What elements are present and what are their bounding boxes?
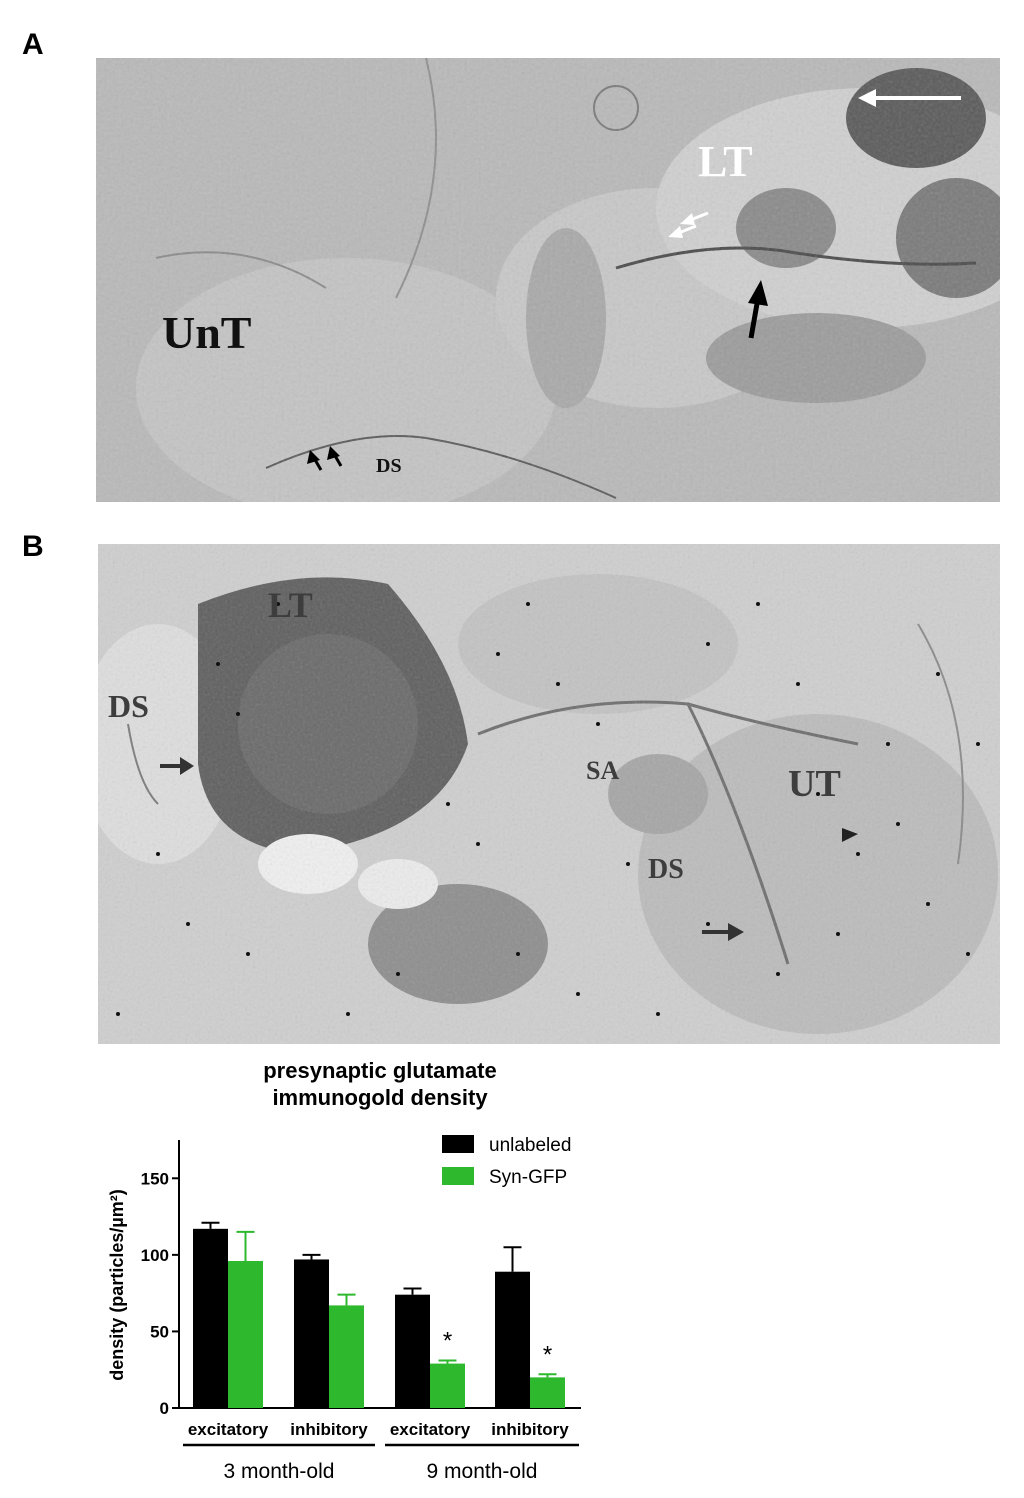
y-tick-label: 100 [141, 1246, 169, 1265]
chart-title: presynaptic glutamate immunogold density [180, 1057, 580, 1111]
bar-syn-gfp [228, 1260, 263, 1408]
panel-b-letter: B [22, 530, 44, 563]
group-label: 3 month-old [224, 1460, 335, 1483]
bar-unlabeled [294, 1259, 329, 1408]
y-tick-label: 150 [141, 1169, 169, 1188]
legend-swatch [442, 1135, 474, 1153]
bar-syn-gfp [329, 1305, 364, 1408]
panel-b-micrograph: LT DS SA UT DS [98, 544, 1000, 1044]
x-category-label: inhibitory [290, 1420, 368, 1439]
y-tick-label: 0 [160, 1399, 169, 1418]
panel-b-micrograph-image [98, 544, 1000, 1044]
label-unt: UnT [162, 307, 252, 358]
legend-label: unlabeled [489, 1135, 571, 1156]
legend-swatch [442, 1167, 474, 1185]
panel-a-micrograph-image [96, 58, 1000, 502]
arrowhead-icon [842, 828, 858, 842]
y-axis-label: density (particles/µm²) [107, 1189, 127, 1380]
x-category-label: excitatory [188, 1420, 269, 1439]
chart-title-line-2: immunogold density [272, 1085, 488, 1110]
x-category-label: inhibitory [491, 1420, 569, 1439]
significance-star: * [543, 1341, 552, 1368]
white-arrow-icon-head [858, 89, 876, 107]
label-ds-right: DS [648, 854, 684, 885]
chart-title-line-1: presynaptic glutamate [263, 1058, 497, 1083]
bar-syn-gfp [430, 1363, 465, 1408]
bar-syn-gfp [530, 1377, 565, 1408]
label-lt: LT [698, 137, 753, 186]
label-ds: DS [376, 455, 402, 477]
label-ut: UT [788, 763, 841, 805]
panel-a-letter: A [22, 28, 44, 61]
y-tick-label: 50 [150, 1322, 169, 1341]
black-arrow-icon [748, 297, 761, 339]
label-sa: SA [586, 756, 620, 785]
glutamate-density-chart: density (particles/µm²) 0 50 100 150 excitat… [107, 1135, 581, 1483]
significance-star: * [443, 1328, 452, 1355]
x-category-label: excitatory [390, 1420, 471, 1439]
panel-a-micrograph: UnT LT DS [96, 58, 1000, 502]
legend-label: Syn-GFP [489, 1167, 567, 1188]
label-lt: LT [268, 585, 313, 625]
group-label: 9 month-old [427, 1460, 538, 1483]
bar-unlabeled [395, 1294, 430, 1408]
label-ds-left: DS [108, 688, 149, 724]
bar-unlabeled [495, 1271, 530, 1408]
bar-unlabeled [193, 1228, 228, 1408]
